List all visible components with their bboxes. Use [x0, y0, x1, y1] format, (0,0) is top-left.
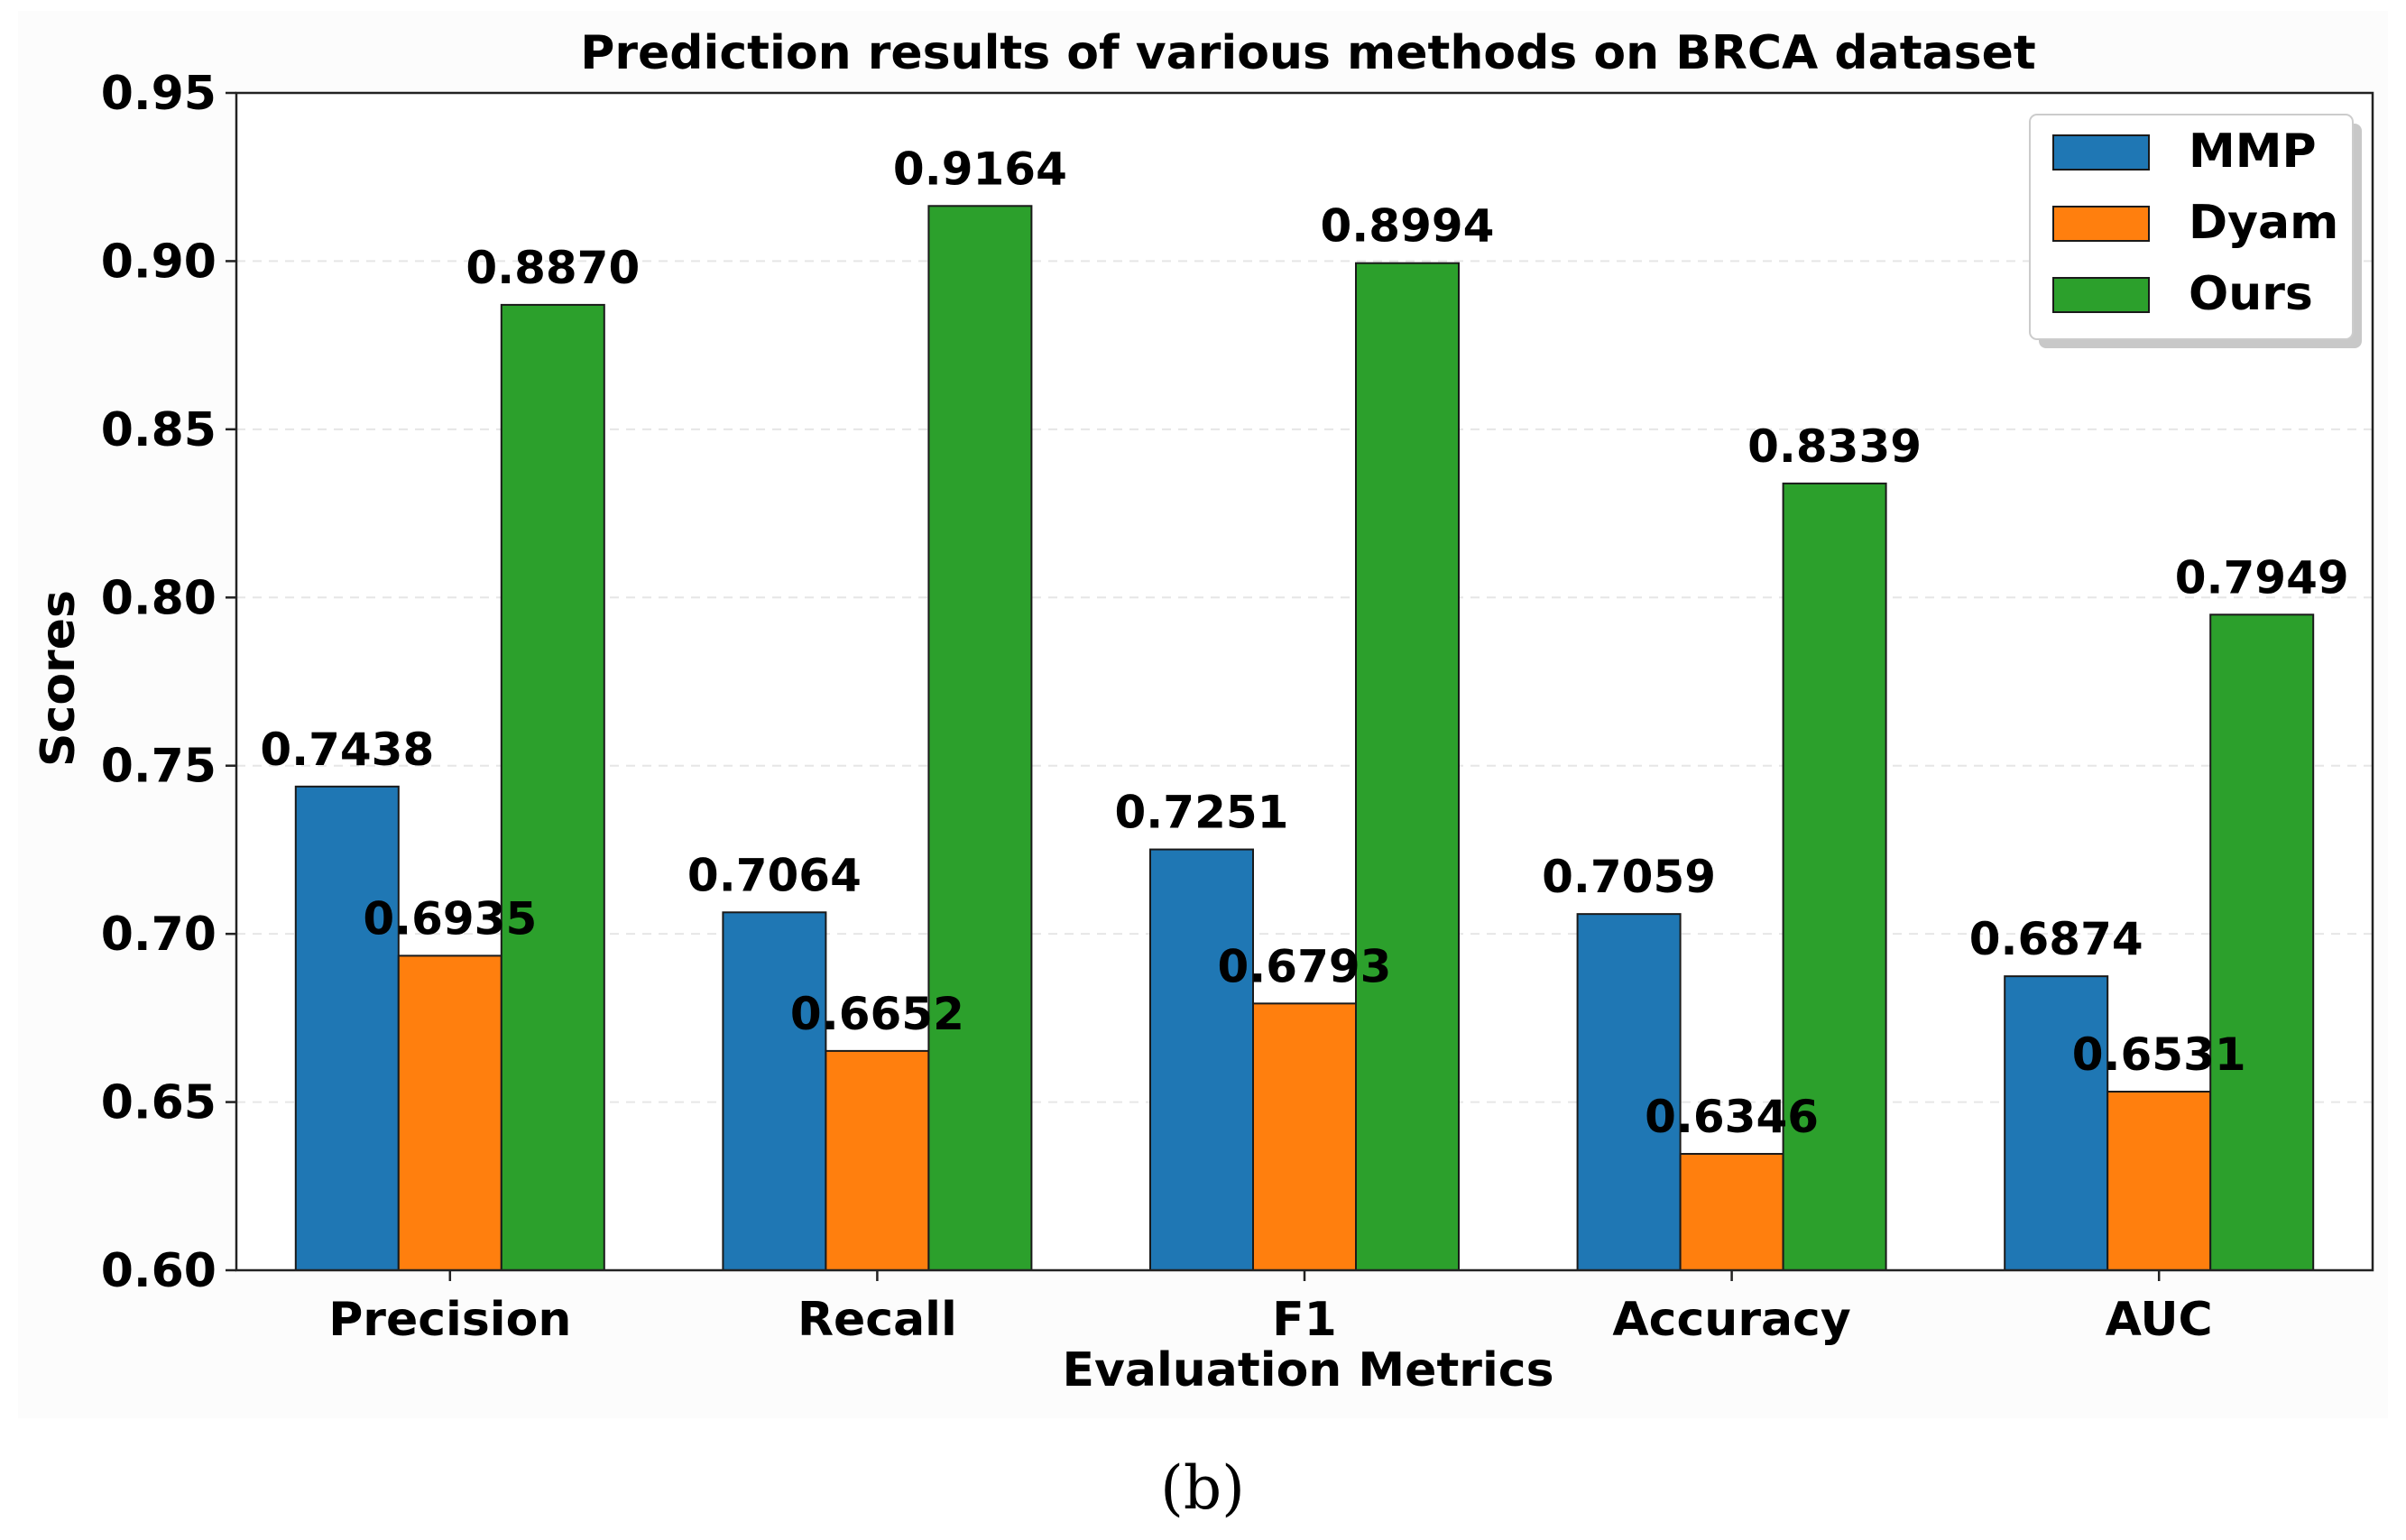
value-label: 0.6874 — [1969, 913, 2143, 965]
legend-swatch-ours — [2052, 277, 2150, 313]
y-tick-label: 0.70 — [101, 908, 217, 962]
bar-dyam-accuracy — [1679, 1152, 1784, 1272]
chart-title: Prediction results of various methods on… — [580, 26, 2035, 80]
y-tick-label: 0.95 — [101, 67, 217, 121]
value-label: 0.8994 — [1321, 200, 1495, 253]
value-label: 0.7064 — [687, 849, 862, 901]
value-label: 0.6793 — [1218, 940, 1392, 992]
legend-swatch-dyam — [2052, 206, 2150, 242]
bar-mmp-recall — [722, 911, 827, 1272]
bar-ours-accuracy — [1782, 482, 1887, 1271]
y-tick-label: 0.65 — [101, 1076, 217, 1130]
value-label: 0.8870 — [466, 242, 640, 294]
bars — [294, 205, 2315, 1272]
y-axis-ticks: 0.60 0.65 0.70 0.75 0.80 0.85 0.90 0.95 — [101, 67, 236, 1298]
value-label: 0.6346 — [1645, 1091, 1819, 1143]
legend-swatch-mmp — [2052, 134, 2150, 171]
bar-mmp-auc — [2004, 975, 2109, 1271]
bar-dyam-precision — [397, 954, 502, 1271]
x-tick-label: Precision — [328, 1293, 571, 1347]
y-tick-label: 0.90 — [101, 235, 217, 289]
value-label: 0.7059 — [1542, 851, 1716, 903]
legend-items: MMP Dyam Ours — [2052, 124, 2338, 321]
y-tick-label: 0.75 — [101, 740, 217, 794]
y-tick-label: 0.80 — [101, 571, 217, 625]
bar-dyam-f1 — [1252, 1002, 1357, 1272]
bar-ours-recall — [927, 205, 1033, 1271]
bar-dyam-auc — [2106, 1091, 2212, 1271]
bar-dyam-recall — [825, 1049, 930, 1271]
x-tick-label: F1 — [1272, 1293, 1337, 1347]
value-label: 0.7949 — [2175, 551, 2349, 604]
value-label: 0.7438 — [260, 724, 434, 776]
value-label: 0.6531 — [2072, 1028, 2246, 1081]
legend-label: Ours — [2189, 267, 2313, 321]
bar-ours-precision — [500, 303, 605, 1271]
bar-mmp-f1 — [1149, 848, 1254, 1271]
x-tick-label: Accuracy — [1612, 1293, 1850, 1347]
value-labels: 0.7438 0.6935 0.8870 0.7064 0.6652 0.9164 0.72… — [260, 143, 2348, 1143]
legend: MMP Dyam Ours — [2029, 114, 2362, 348]
bar-mmp-accuracy — [1576, 913, 1682, 1271]
value-label: 0.9164 — [893, 143, 1067, 195]
x-tick-label: AUC — [2106, 1293, 2213, 1347]
y-axis-label: Scores — [32, 590, 86, 767]
x-tick-label: Recall — [797, 1293, 957, 1347]
bar-mmp-precision — [294, 785, 400, 1271]
y-tick-label: 0.85 — [101, 403, 217, 457]
value-label: 0.6935 — [363, 892, 537, 945]
figure-caption: (b) — [1160, 1453, 1245, 1523]
bar-ours-auc — [2209, 613, 2315, 1271]
legend-label: MMP — [2189, 124, 2317, 179]
y-tick-label: 0.60 — [101, 1244, 217, 1298]
bar-ours-f1 — [1355, 262, 1460, 1271]
legend-label: Dyam — [2189, 196, 2338, 250]
value-label: 0.7251 — [1115, 787, 1289, 839]
value-label: 0.8339 — [1747, 420, 1922, 473]
value-label: 0.6652 — [790, 988, 964, 1040]
x-axis-ticks: Precision Recall F1 Accuracy AUC — [328, 1270, 2213, 1347]
x-axis-label: Evaluation Metrics — [1062, 1343, 1553, 1397]
